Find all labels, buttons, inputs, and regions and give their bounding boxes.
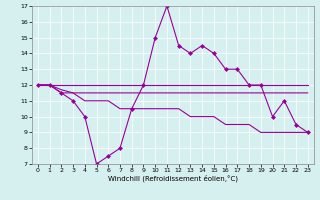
- X-axis label: Windchill (Refroidissement éolien,°C): Windchill (Refroidissement éolien,°C): [108, 175, 238, 182]
